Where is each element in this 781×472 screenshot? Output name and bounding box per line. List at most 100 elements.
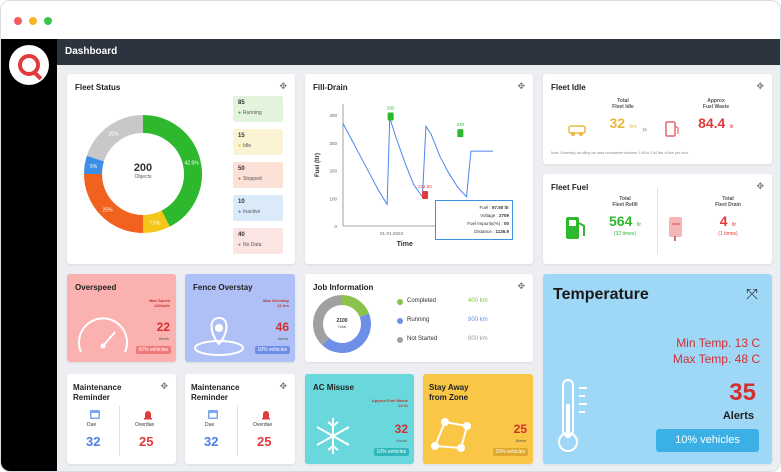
- max-overstay-label: Max Overstay: [262, 298, 289, 303]
- stay-away-pct-badge: 20% vehicles: [492, 448, 528, 456]
- total-fleet-refill: Total Fleet Refill 564 ltr (32 times): [609, 196, 641, 237]
- due-label: Due: [205, 422, 215, 428]
- tooltip-key: Fuel Impurity(%) :: [467, 221, 504, 226]
- card-subtitle: Reminder: [73, 393, 110, 402]
- legend-item-no-data[interactable]: 40 No Data: [233, 228, 283, 254]
- tooltip-row: Fuel : 97.50 ltr: [439, 204, 509, 212]
- minimize-window-button[interactable]: [29, 17, 37, 25]
- expand-icon[interactable]: ⤧: [745, 286, 758, 303]
- fuel-event-marker[interactable]: [387, 112, 394, 121]
- job-row-completed[interactable]: Completed 400 km: [397, 298, 497, 308]
- donut-slice-idle[interactable]: [142, 210, 170, 233]
- job-slice-not-started[interactable]: [313, 295, 343, 346]
- card-title: Job Information: [313, 283, 374, 292]
- max-temp: Max Temp. 48 C: [672, 352, 760, 366]
- y-tick-label: 200: [329, 169, 337, 174]
- donut-slice-no-data[interactable]: [86, 115, 144, 162]
- overspeed-card[interactable]: Overspeed Max Speed 120km/h 22 Alerts 60…: [67, 274, 176, 362]
- ac-misuse-pct-badge: 10% vehicles: [373, 448, 409, 456]
- dashboard-content: Fleet Status ✥ 42.5% 7.5% 25% 5% 20% 200 Obj…: [57, 65, 780, 471]
- job-row-label: Not Started: [407, 336, 438, 342]
- fence-overstay-pct-badge: 10% vehicles: [254, 346, 290, 354]
- card-subtitle: Reminder: [191, 393, 228, 402]
- job-slice-running[interactable]: [322, 313, 371, 353]
- job-row-running[interactable]: Running 900 km: [397, 317, 497, 327]
- move-icon[interactable]: ✥: [160, 381, 168, 391]
- x-axis-label: Time: [397, 241, 413, 248]
- fleet-fuel-card: Fleet Fuel ✥ Total Fleet Refill 564 ltr …: [543, 174, 772, 264]
- stay-away-zone-card[interactable]: Stay Away from Zone 25 Alerts 20% vehicl…: [423, 374, 533, 464]
- move-icon[interactable]: ✥: [756, 81, 764, 91]
- job-row-value: 900 km: [468, 317, 488, 323]
- card-title: Maintenance: [191, 383, 240, 392]
- donut-slice-stopped[interactable]: [84, 173, 144, 233]
- ac-misuse-card[interactable]: AC Misuse Approx Fuel Waste 22 ltr 32 Ho…: [305, 374, 414, 464]
- fill-drain-line-chart: Fuel (ltr) 0 100 200 300 400 01-01-2023 Time 292…: [315, 104, 493, 248]
- tooltip-row: Distance : 1126.9: [439, 228, 509, 236]
- donut-slice-running[interactable]: [142, 115, 202, 227]
- status-dot: [397, 299, 403, 305]
- maintenance-reminder-card-1[interactable]: Maintenance Reminder ✥ Due 32 Overdue 25: [67, 374, 176, 464]
- move-icon[interactable]: ✥: [756, 181, 764, 191]
- card-title: Maintenance: [73, 383, 122, 392]
- chart-tooltip: Fuel : 97.50 ltr Voltage : 2709 Fuel Impur…: [435, 200, 513, 240]
- stay-away-unit: Alerts: [515, 438, 526, 443]
- app-logo[interactable]: [9, 45, 49, 85]
- fuel-level-series: [342, 117, 493, 207]
- legend-label: Running: [238, 110, 262, 116]
- divider: [237, 406, 238, 456]
- fuel-waste-value: 22 ltr: [398, 403, 408, 408]
- legend-item-running[interactable]: 85 Running: [233, 96, 283, 122]
- card-title: Temperature: [553, 286, 649, 303]
- fleet-idle-card: Fleet Idle ✥ Total Fleet Idle 32 hrs » A…: [543, 74, 772, 164]
- job-row-label: Completed: [407, 298, 437, 304]
- overdue-label: Overdue: [253, 422, 273, 428]
- donut-slice-inactive[interactable]: [84, 155, 105, 175]
- page-title: Dashboard: [65, 46, 118, 57]
- speedometer-icon: [78, 317, 128, 353]
- legend-item-inactive[interactable]: 10 Inactive: [233, 195, 283, 221]
- stay-away-value: 25: [513, 422, 527, 436]
- alarm-icon: [144, 411, 152, 420]
- job-row-label: Running: [407, 317, 430, 323]
- move-icon[interactable]: ✥: [279, 381, 287, 391]
- donut-slice-label: 42.5%: [185, 160, 200, 166]
- temperature-alerts-unit: Alerts: [722, 410, 754, 422]
- legend-item-idle[interactable]: 15 Idle: [233, 129, 283, 155]
- card-title: Fleet Idle: [551, 83, 586, 92]
- temperature-pct-button[interactable]: 10% vehicles: [656, 429, 759, 452]
- calendar-icon: [90, 410, 100, 419]
- close-window-button[interactable]: [14, 17, 22, 25]
- maximize-window-button[interactable]: [44, 17, 52, 25]
- tooltip-row: Voltage : 2709: [439, 212, 509, 220]
- job-row-not-started[interactable]: Not Started 800 km: [397, 336, 497, 346]
- card-title: Overspeed: [75, 283, 117, 292]
- fence-overstay-unit: Alerts: [277, 336, 288, 341]
- ac-misuse-value: 32: [394, 422, 408, 436]
- snowflake-icon: [316, 418, 350, 454]
- sidebar: [1, 39, 57, 471]
- legend-item-stopped[interactable]: 50 Stopped: [233, 162, 283, 188]
- fuel-event-marker[interactable]: [457, 129, 464, 138]
- temperature-card[interactable]: Temperature ⤧ Min Temp. 13 C Max Temp. 4…: [543, 274, 772, 464]
- legend-count: 40: [238, 232, 245, 238]
- due-value: 32: [204, 434, 219, 449]
- job-slice-completed[interactable]: [341, 295, 369, 318]
- legend-count: 10: [238, 199, 245, 205]
- status-dot: [397, 318, 403, 324]
- max-speed-value: 120km/h: [153, 303, 170, 308]
- fuel-event-label: 212.50: [418, 184, 432, 189]
- logo-icon: [18, 54, 40, 76]
- tooltip-value: 1126.9: [495, 229, 509, 234]
- overdue-value: 25: [257, 434, 272, 449]
- fence-overstay-card[interactable]: Fence Overstay Max Overstay 24 hrs 46 Al…: [185, 274, 295, 362]
- move-icon[interactable]: ✥: [279, 81, 287, 91]
- donut-slice-label: 25%: [103, 207, 114, 213]
- fuel-refill-icon: [566, 217, 585, 239]
- fuel-waste-label: Approx Fuel Waste: [371, 398, 408, 403]
- maintenance-reminder-card-2[interactable]: Maintenance Reminder ✥ Due 32 Overdue 25: [185, 374, 295, 464]
- fuel-event-marker[interactable]: [422, 190, 429, 199]
- move-icon[interactable]: ✥: [517, 281, 525, 291]
- move-icon[interactable]: ✥: [517, 81, 525, 91]
